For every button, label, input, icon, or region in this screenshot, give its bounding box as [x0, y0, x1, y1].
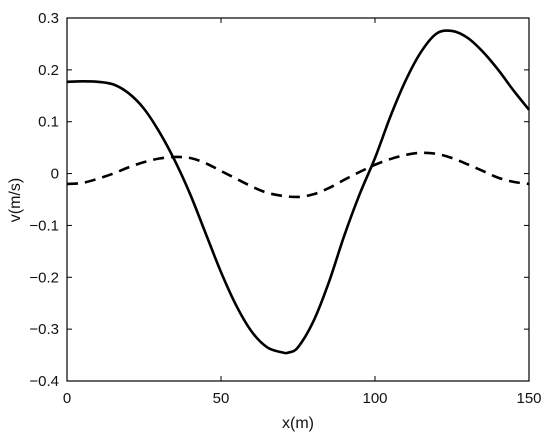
x-tick-label: 100: [362, 390, 387, 407]
x-axis-label: x(m): [282, 415, 314, 432]
y-axis: −0.4 −0.3 −0.2 −0.1 0 0.1 0.2 0.3: [29, 10, 529, 390]
y-tick-label: 0.2: [38, 62, 59, 79]
y-tick-label: −0.3: [29, 321, 59, 338]
x-tick-label: 50: [213, 390, 230, 407]
y-tick-label: 0: [51, 166, 59, 183]
x-axis: 0 50 100 150: [63, 18, 542, 407]
y-tick-label: −0.1: [29, 217, 59, 234]
y-axis-label: v(m/s): [7, 178, 24, 222]
y-tick-label: 0.1: [38, 114, 59, 131]
plot-frame: [66, 17, 530, 382]
series-group: [66, 29, 531, 355]
y-tick-label: −0.4: [29, 373, 59, 390]
y-tick-label: 0.3: [38, 10, 59, 27]
x-tick-label: 0: [63, 390, 71, 407]
series-line-solid: [66, 29, 531, 355]
y-tick-label: −0.2: [29, 269, 59, 286]
series-line-dashed: [66, 151, 530, 199]
x-tick-label: 150: [516, 390, 541, 407]
